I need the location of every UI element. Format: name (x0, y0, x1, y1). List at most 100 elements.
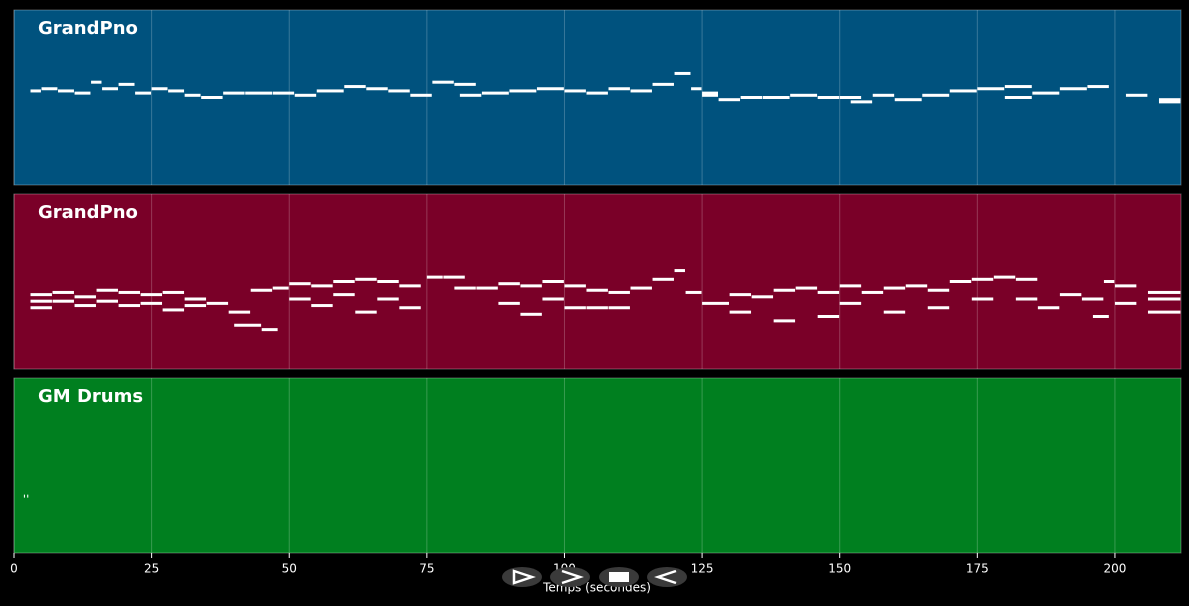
note (102, 87, 118, 91)
note (41, 87, 58, 91)
note (399, 306, 421, 310)
note (1114, 284, 1137, 288)
track-panel: GM Drums0255075100125150175200 (10, 377, 1182, 576)
note (377, 280, 399, 283)
note (432, 80, 454, 84)
note (608, 306, 630, 310)
note (817, 290, 840, 294)
track-panel: GrandPno (13, 9, 1182, 186)
note (333, 293, 355, 297)
note (702, 301, 730, 305)
note (118, 290, 141, 294)
note (652, 277, 674, 281)
note (685, 290, 702, 294)
note (355, 310, 377, 314)
note (454, 82, 476, 86)
track-panel: GrandPno (13, 193, 1182, 370)
note (1087, 85, 1109, 89)
note (762, 96, 790, 99)
note (883, 310, 906, 314)
note (630, 89, 652, 93)
track-title: GM Drums (38, 386, 143, 407)
note (74, 295, 96, 299)
note (564, 89, 586, 93)
note (118, 82, 135, 86)
note (839, 301, 862, 305)
note (96, 288, 118, 292)
note (509, 89, 537, 93)
note (1103, 280, 1115, 283)
note (481, 91, 509, 95)
note (311, 284, 333, 288)
note (850, 100, 873, 104)
note (201, 96, 223, 99)
note (344, 85, 366, 89)
note (894, 98, 922, 102)
note (586, 306, 608, 310)
play-button[interactable] (502, 567, 542, 587)
note (272, 91, 295, 95)
note (861, 290, 884, 294)
note (630, 286, 652, 290)
note (1114, 301, 1137, 305)
note (1125, 93, 1148, 97)
note (1059, 87, 1087, 91)
note (1158, 98, 1181, 102)
note (674, 71, 691, 75)
note (91, 80, 102, 84)
note (30, 306, 52, 310)
note (520, 312, 542, 316)
note (729, 310, 752, 314)
note (905, 284, 928, 288)
note (773, 319, 796, 323)
note (250, 288, 273, 292)
note (1004, 85, 1032, 89)
note (23, 494, 25, 498)
panel-background (13, 193, 1182, 370)
note (234, 323, 262, 327)
note (118, 304, 141, 308)
note (839, 96, 862, 99)
note (498, 282, 520, 286)
x-tick-label: 200 (1103, 562, 1126, 576)
note (993, 275, 1016, 279)
note (184, 304, 207, 308)
note (949, 89, 977, 93)
note (949, 280, 972, 283)
note (223, 91, 245, 95)
note (333, 280, 355, 283)
forward-button[interactable] (550, 567, 590, 587)
x-tick-label: 25 (144, 562, 159, 576)
note (410, 93, 432, 97)
note (817, 315, 840, 318)
playback-controls (502, 567, 687, 587)
note (168, 89, 185, 93)
note (228, 310, 251, 314)
note (586, 91, 608, 95)
stop-button[interactable] (599, 567, 639, 587)
note (971, 277, 994, 281)
note (751, 295, 774, 299)
note (289, 282, 311, 286)
note (366, 87, 388, 91)
note (140, 293, 163, 297)
note (702, 93, 719, 97)
note (30, 299, 52, 303)
note (135, 91, 152, 95)
track-title: GrandPno (38, 18, 138, 39)
note (1147, 310, 1181, 314)
x-tick-label: 0 (10, 562, 18, 576)
note (839, 284, 862, 288)
back-button[interactable] (647, 567, 687, 587)
note (443, 275, 465, 279)
note (454, 286, 476, 290)
note (245, 91, 273, 95)
note (773, 288, 796, 292)
note (520, 284, 542, 288)
note (922, 93, 950, 97)
note (1015, 277, 1038, 281)
note (542, 297, 564, 301)
note (691, 87, 702, 91)
note (388, 89, 410, 93)
